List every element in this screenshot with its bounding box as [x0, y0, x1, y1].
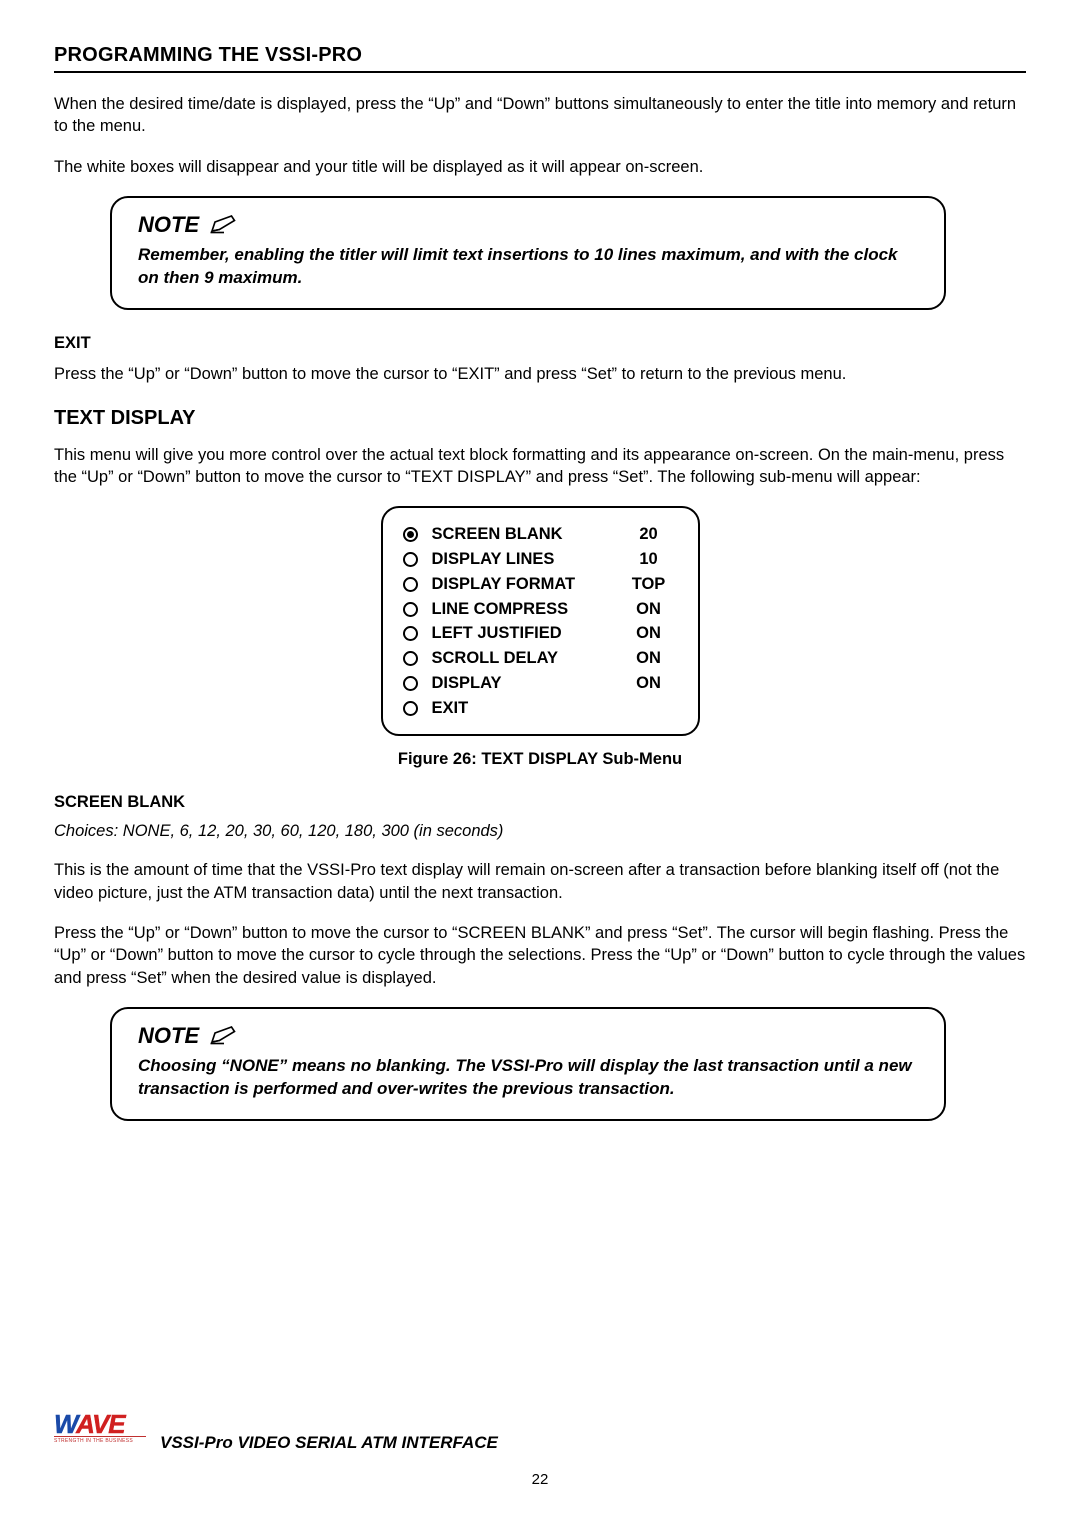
submenu-value: 10 [624, 547, 674, 572]
submenu-label: EXIT [432, 696, 624, 721]
note-title-text-2: NOTE [138, 1023, 199, 1049]
submenu-label: SCROLL DELAY [432, 646, 624, 671]
submenu-value: ON [624, 646, 674, 671]
radio-unselected-icon [403, 626, 418, 641]
page-number: 22 [54, 1471, 1026, 1488]
screen-blank-heading: SCREEN BLANK [54, 793, 1026, 812]
pencil-icon [209, 1024, 239, 1048]
submenu-row: SCROLL DELAY ON [403, 646, 674, 671]
page-heading: PROGRAMMING THE VSSI-PRO [54, 44, 1026, 73]
page-footer: WAVE STRENGTH IN THE BUSINESS VSSI-Pro V… [54, 1413, 1026, 1488]
note-body-1: Remember, enabling the titler will limit… [138, 244, 918, 290]
exit-body: Press the “Up” or “Down” button to move … [54, 363, 1026, 385]
submenu-label: DISPLAY LINES [432, 547, 624, 572]
submenu-label: SCREEN BLANK [432, 522, 624, 547]
brand-logo-w: W [54, 1409, 76, 1439]
intro-paragraph-2: The white boxes will disappear and your … [54, 156, 1026, 178]
note-box-2: NOTE Choosing “NONE” means no blanking. … [110, 1007, 946, 1121]
submenu-value: 20 [624, 522, 674, 547]
submenu-row: DISPLAY ON [403, 671, 674, 696]
submenu-row: EXIT [403, 696, 674, 721]
radio-unselected-icon [403, 676, 418, 691]
text-display-intro: This menu will give you more control ove… [54, 444, 1026, 489]
submenu-value: ON [624, 671, 674, 696]
brand-logo: WAVE STRENGTH IN THE BUSINESS [54, 1413, 146, 1453]
submenu-label: LINE COMPRESS [432, 597, 624, 622]
submenu-row: DISPLAY FORMAT TOP [403, 572, 674, 597]
exit-heading: EXIT [54, 334, 1026, 353]
radio-selected-icon [403, 527, 418, 542]
note-title-1: NOTE [138, 212, 918, 238]
intro-paragraph-1: When the desired time/date is displayed,… [54, 93, 1026, 138]
submenu-value: TOP [624, 572, 674, 597]
screen-blank-p2: Press the “Up” or “Down” button to move … [54, 922, 1026, 989]
radio-unselected-icon [403, 552, 418, 567]
submenu-value: ON [624, 621, 674, 646]
note-title-2: NOTE [138, 1023, 918, 1049]
note-title-text-1: NOTE [138, 212, 199, 238]
screen-blank-choices: Choices: NONE, 6, 12, 20, 30, 60, 120, 1… [54, 822, 1026, 841]
note-body-2: Choosing “NONE” means no blanking. The V… [138, 1055, 918, 1101]
screen-blank-p1: This is the amount of time that the VSSI… [54, 859, 1026, 904]
text-display-heading: TEXT DISPLAY [54, 407, 1026, 430]
submenu-label: DISPLAY FORMAT [432, 572, 624, 597]
submenu-row: DISPLAY LINES 10 [403, 547, 674, 572]
pencil-icon [209, 213, 239, 237]
submenu-box: SCREEN BLANK 20 DISPLAY LINES 10 DISPLAY… [381, 506, 700, 736]
footer-title: VSSI-Pro VIDEO SERIAL ATM INTERFACE [160, 1433, 498, 1453]
brand-logo-subtitle: STRENGTH IN THE BUSINESS [54, 1436, 146, 1444]
submenu-value: ON [624, 597, 674, 622]
note-box-1: NOTE Remember, enabling the titler will … [110, 196, 946, 310]
submenu-row: SCREEN BLANK 20 [403, 522, 674, 547]
submenu-label: DISPLAY [432, 671, 624, 696]
radio-unselected-icon [403, 701, 418, 716]
radio-unselected-icon [403, 651, 418, 666]
submenu-label: LEFT JUSTIFIED [432, 621, 624, 646]
radio-unselected-icon [403, 602, 418, 617]
submenu-row: LEFT JUSTIFIED ON [403, 621, 674, 646]
brand-logo-ave: AVE [76, 1409, 125, 1439]
radio-unselected-icon [403, 577, 418, 592]
submenu-row: LINE COMPRESS ON [403, 597, 674, 622]
figure-caption: Figure 26: TEXT DISPLAY Sub-Menu [54, 750, 1026, 769]
